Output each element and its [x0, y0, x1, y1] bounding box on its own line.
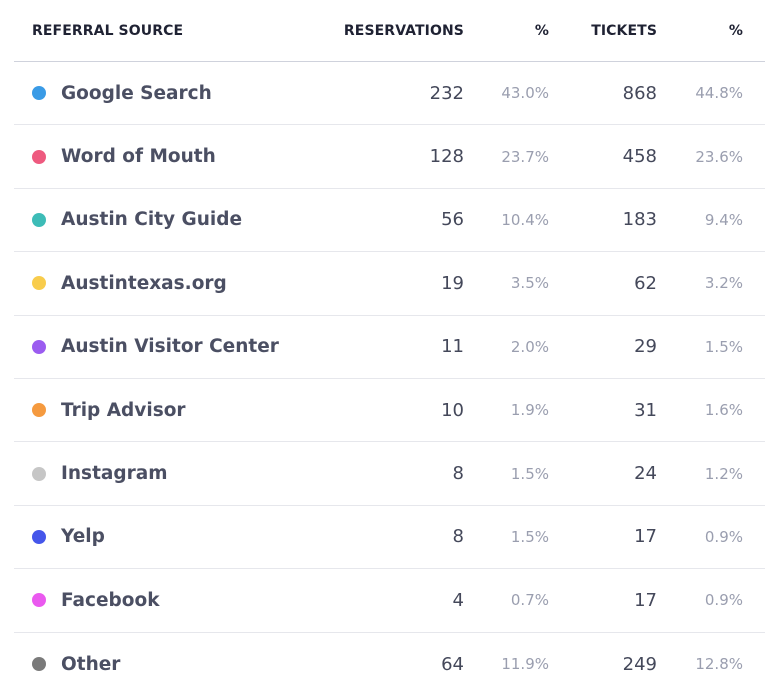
tickets-percent: 1.5%	[704, 337, 743, 356]
tickets-count: 458	[622, 146, 657, 168]
color-dot-icon	[32, 339, 46, 354]
tickets-count: 183	[622, 209, 657, 231]
reservations-count: 4	[452, 589, 464, 611]
color-dot-icon	[32, 149, 46, 164]
color-dot-icon	[32, 212, 46, 227]
table-row: Austin City Guide 56 10.4% 183 9.4%	[14, 189, 765, 253]
source-cell: Austin City Guide	[14, 209, 314, 230]
color-dot-icon	[32, 593, 46, 608]
tickets-count: 29	[634, 336, 657, 358]
reservations-percent: 1.5%	[510, 464, 549, 483]
source-label: Austin Visitor Center	[61, 336, 279, 358]
source-cell: Word of Mouth	[14, 146, 314, 167]
header-reservations-pct[interactable]: %	[534, 22, 549, 39]
source-cell: Google Search	[14, 83, 314, 104]
tickets-percent: 9.4%	[704, 210, 743, 229]
source-cell: Trip Advisor	[14, 400, 314, 421]
tickets-percent: 0.9%	[704, 527, 743, 546]
reservations-percent: 11.9%	[501, 655, 549, 674]
source-label: Google Search	[61, 82, 212, 104]
source-cell: Facebook	[14, 590, 314, 611]
table-row: Austin Visitor Center 11 2.0% 29 1.5%	[14, 316, 765, 379]
source-label: Austin City Guide	[61, 209, 243, 231]
tickets-percent: 0.9%	[704, 591, 743, 610]
color-dot-icon	[32, 466, 46, 481]
color-dot-icon	[32, 276, 46, 291]
header-tickets-pct[interactable]: %	[728, 22, 743, 39]
tickets-percent: 1.2%	[704, 464, 743, 483]
source-cell: Instagram	[14, 463, 314, 484]
table-header: REFERRAL SOURCE RESERVATIONS % TICKETS %	[14, 0, 765, 62]
reservations-percent: 1.5%	[510, 527, 549, 546]
reservations-count: 8	[452, 526, 464, 548]
reservations-percent: 43.0%	[501, 84, 549, 103]
reservations-percent: 1.9%	[510, 401, 549, 420]
reservations-count: 64	[441, 653, 464, 675]
tickets-count: 62	[634, 272, 657, 294]
header-reservations[interactable]: RESERVATIONS	[343, 22, 464, 39]
reservations-percent: 3.5%	[510, 274, 549, 293]
table-row: Yelp 8 1.5% 17 0.9%	[14, 506, 765, 570]
tickets-count: 31	[634, 399, 657, 421]
source-label: Word of Mouth	[61, 146, 216, 168]
source-cell: Other	[14, 654, 314, 675]
reservations-count: 10	[441, 399, 464, 421]
reservations-percent: 0.7%	[510, 591, 549, 610]
tickets-percent: 1.6%	[704, 401, 743, 420]
reservations-percent: 23.7%	[501, 147, 549, 166]
tickets-count: 868	[622, 82, 657, 104]
source-label: Yelp	[61, 526, 105, 548]
reservations-count: 11	[441, 336, 464, 358]
source-label: Facebook	[61, 589, 160, 611]
source-cell: Austin Visitor Center	[14, 336, 314, 357]
table-row: Facebook 4 0.7% 17 0.9%	[14, 569, 765, 633]
source-label: Other	[61, 653, 121, 675]
table-row: Instagram 8 1.5% 24 1.2%	[14, 442, 765, 506]
table-row: Other 64 11.9% 249 12.8%	[14, 633, 765, 696]
tickets-percent: 44.8%	[695, 84, 743, 103]
table-row: Austintexas.org 19 3.5% 62 3.2%	[14, 252, 765, 316]
reservations-percent: 10.4%	[501, 210, 549, 229]
reservations-count: 128	[429, 146, 464, 168]
table-row: Word of Mouth 128 23.7% 458 23.6%	[14, 125, 765, 189]
header-referral-source[interactable]: REFERRAL SOURCE	[32, 22, 184, 39]
table-row: Google Search 232 43.0% 868 44.8%	[14, 62, 765, 126]
tickets-count: 24	[634, 463, 657, 485]
reservations-count: 232	[429, 82, 464, 104]
color-dot-icon	[32, 529, 46, 544]
color-dot-icon	[32, 657, 46, 672]
color-dot-icon	[32, 403, 46, 418]
reservations-count: 19	[441, 272, 464, 294]
referral-table: REFERRAL SOURCE RESERVATIONS % TICKETS %…	[14, 0, 765, 696]
source-cell: Austintexas.org	[14, 273, 314, 294]
tickets-count: 249	[622, 653, 657, 675]
source-label: Austintexas.org	[61, 272, 227, 294]
source-label: Instagram	[61, 463, 168, 485]
reservations-count: 8	[452, 463, 464, 485]
tickets-percent: 12.8%	[695, 655, 743, 674]
table-row: Trip Advisor 10 1.9% 31 1.6%	[14, 379, 765, 443]
tickets-count: 17	[634, 526, 657, 548]
reservations-count: 56	[441, 209, 464, 231]
tickets-percent: 23.6%	[695, 147, 743, 166]
reservations-percent: 2.0%	[510, 337, 549, 356]
tickets-percent: 3.2%	[704, 274, 743, 293]
source-label: Trip Advisor	[61, 399, 186, 421]
color-dot-icon	[32, 86, 46, 101]
source-cell: Yelp	[14, 526, 314, 547]
tickets-count: 17	[634, 589, 657, 611]
header-tickets[interactable]: TICKETS	[591, 22, 657, 39]
